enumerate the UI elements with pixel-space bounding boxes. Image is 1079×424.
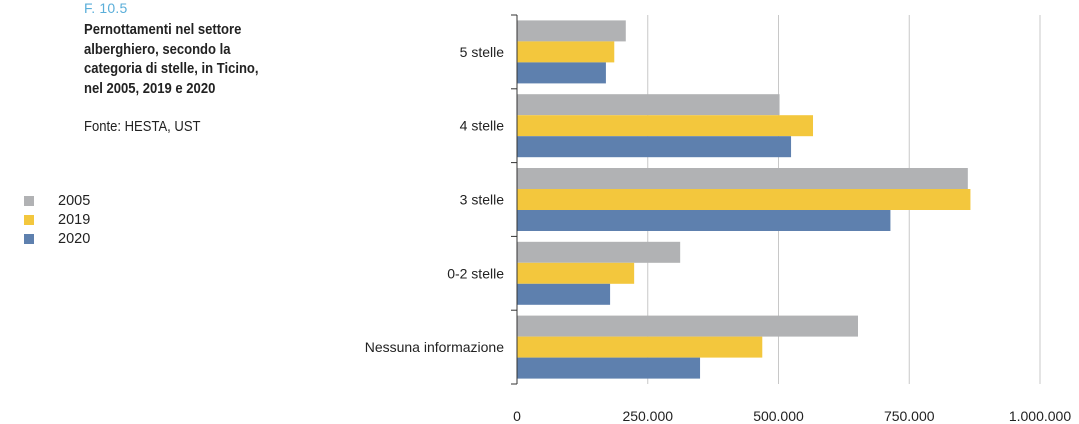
x-tick-label-1: 250.000 [622, 408, 673, 424]
legend-swatch-2020 [24, 233, 34, 244]
x-tick-label-2: 500.000 [753, 408, 804, 424]
bar-1-2020 [517, 136, 792, 158]
legend-item-2005: 2005 [24, 191, 90, 210]
figure-label: F. 10.5 [84, 0, 128, 16]
category-label-3: 0-2 stelle [447, 265, 504, 281]
bar-2-2020 [517, 210, 891, 231]
x-tick-label-4: 1.000.000 [1009, 408, 1071, 424]
legend-label-2019: 2019 [58, 211, 91, 228]
legend-label-2005: 2005 [58, 192, 91, 209]
chart-source: Fonte: HESTA, UST [84, 119, 201, 135]
bar-2-2019 [517, 189, 971, 210]
bar-0-2020 [517, 62, 606, 84]
legend-item-2020: 2020 [24, 229, 90, 248]
chart-title: Pernottamenti nel settore alberghiero, s… [84, 22, 259, 97]
category-label-4: Nessuna informazione [365, 339, 505, 355]
bar-1-2005 [517, 94, 780, 116]
bar-1-2019 [517, 115, 814, 137]
x-tick-label-3: 750.000 [884, 408, 935, 424]
legend-label-2020: 2020 [58, 230, 91, 247]
category-label-2: 3 stelle [460, 192, 505, 208]
legend-swatch-2019 [24, 214, 34, 225]
legend: 2005 2019 2020 [24, 191, 90, 248]
bar-2-2005 [517, 168, 968, 189]
category-label-0: 5 stelle [460, 44, 505, 60]
bar-4-2020 [517, 357, 701, 379]
bar-3-2005 [517, 241, 681, 263]
legend-item-2019: 2019 [24, 210, 90, 229]
bar-4-2019 [517, 336, 763, 358]
bar-3-2019 [517, 262, 635, 284]
legend-swatch-2005 [24, 195, 34, 206]
bar-0-2019 [517, 41, 615, 63]
bar-0-2005 [517, 20, 626, 42]
bar-4-2005 [517, 315, 858, 337]
x-tick-label-0: 0 [513, 408, 521, 424]
bar-3-2020 [517, 283, 611, 305]
category-label-1: 4 stelle [460, 118, 505, 134]
